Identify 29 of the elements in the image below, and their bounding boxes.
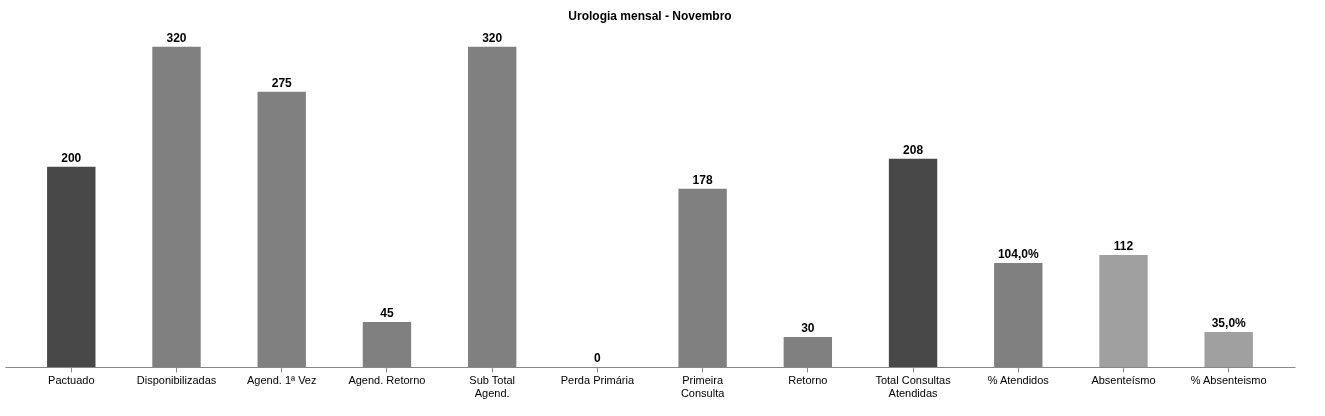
- data-label: 320: [166, 30, 187, 45]
- data-label: 0: [594, 351, 602, 365]
- bar: [47, 166, 96, 367]
- data-label: 320: [482, 30, 503, 45]
- x-tick-label: Absenteísmo: [1091, 373, 1156, 386]
- data-label: 35,0%: [1211, 315, 1247, 330]
- bar: [1204, 331, 1253, 367]
- x-tick-label: Agend. 1ª Vez: [246, 373, 317, 386]
- bar: [888, 158, 938, 367]
- x-tick-label: Disponibilizadas: [136, 373, 217, 386]
- data-label: 200: [61, 150, 82, 165]
- x-tick-label: Pactuado: [48, 373, 95, 386]
- x-tick-label: Total Consultas Atendidas: [875, 373, 952, 399]
- data-label: 104,0%: [997, 246, 1039, 261]
- x-tick-label: % Absenteismo: [1190, 373, 1267, 386]
- data-label: 275: [271, 75, 293, 90]
- x-tick-label: Primeira Consulta: [680, 373, 726, 399]
- data-label: 178: [692, 172, 713, 187]
- chart-title: Urologia mensal - Novembro: [568, 9, 732, 23]
- x-tick-label: Perda Primária: [560, 373, 635, 386]
- x-tick-label: % Atendidos: [987, 373, 1050, 386]
- data-label: 30: [801, 320, 815, 335]
- data-label: 208: [903, 142, 924, 157]
- data-label: 45: [380, 305, 394, 320]
- data-label: 112: [1113, 238, 1134, 253]
- x-tick-label: Retorno: [788, 373, 828, 386]
- bar: [1099, 254, 1148, 367]
- x-tick-label: Agend. Retorno: [348, 373, 426, 386]
- x-tick-label: Sub Total Agend.: [469, 373, 516, 399]
